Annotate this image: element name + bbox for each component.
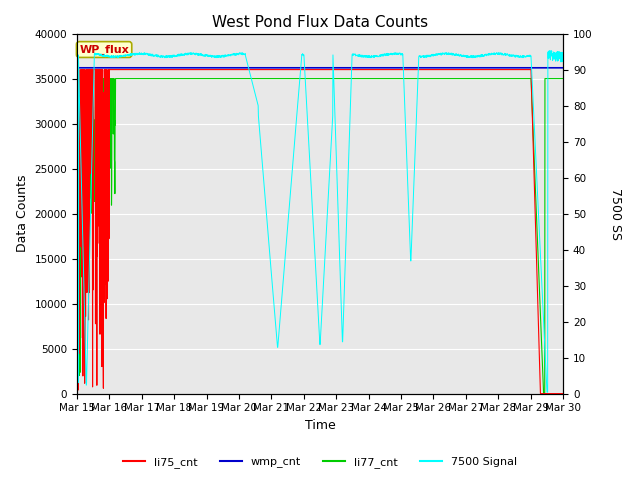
Title: West Pond Flux Data Counts: West Pond Flux Data Counts [212,15,428,30]
Legend: li75_cnt, wmp_cnt, li77_cnt, 7500 Signal: li75_cnt, wmp_cnt, li77_cnt, 7500 Signal [118,452,522,472]
Y-axis label: Data Counts: Data Counts [16,175,29,252]
Text: WP_flux: WP_flux [79,44,129,55]
X-axis label: Time: Time [305,419,335,432]
Y-axis label: 7500 SS: 7500 SS [609,188,622,240]
